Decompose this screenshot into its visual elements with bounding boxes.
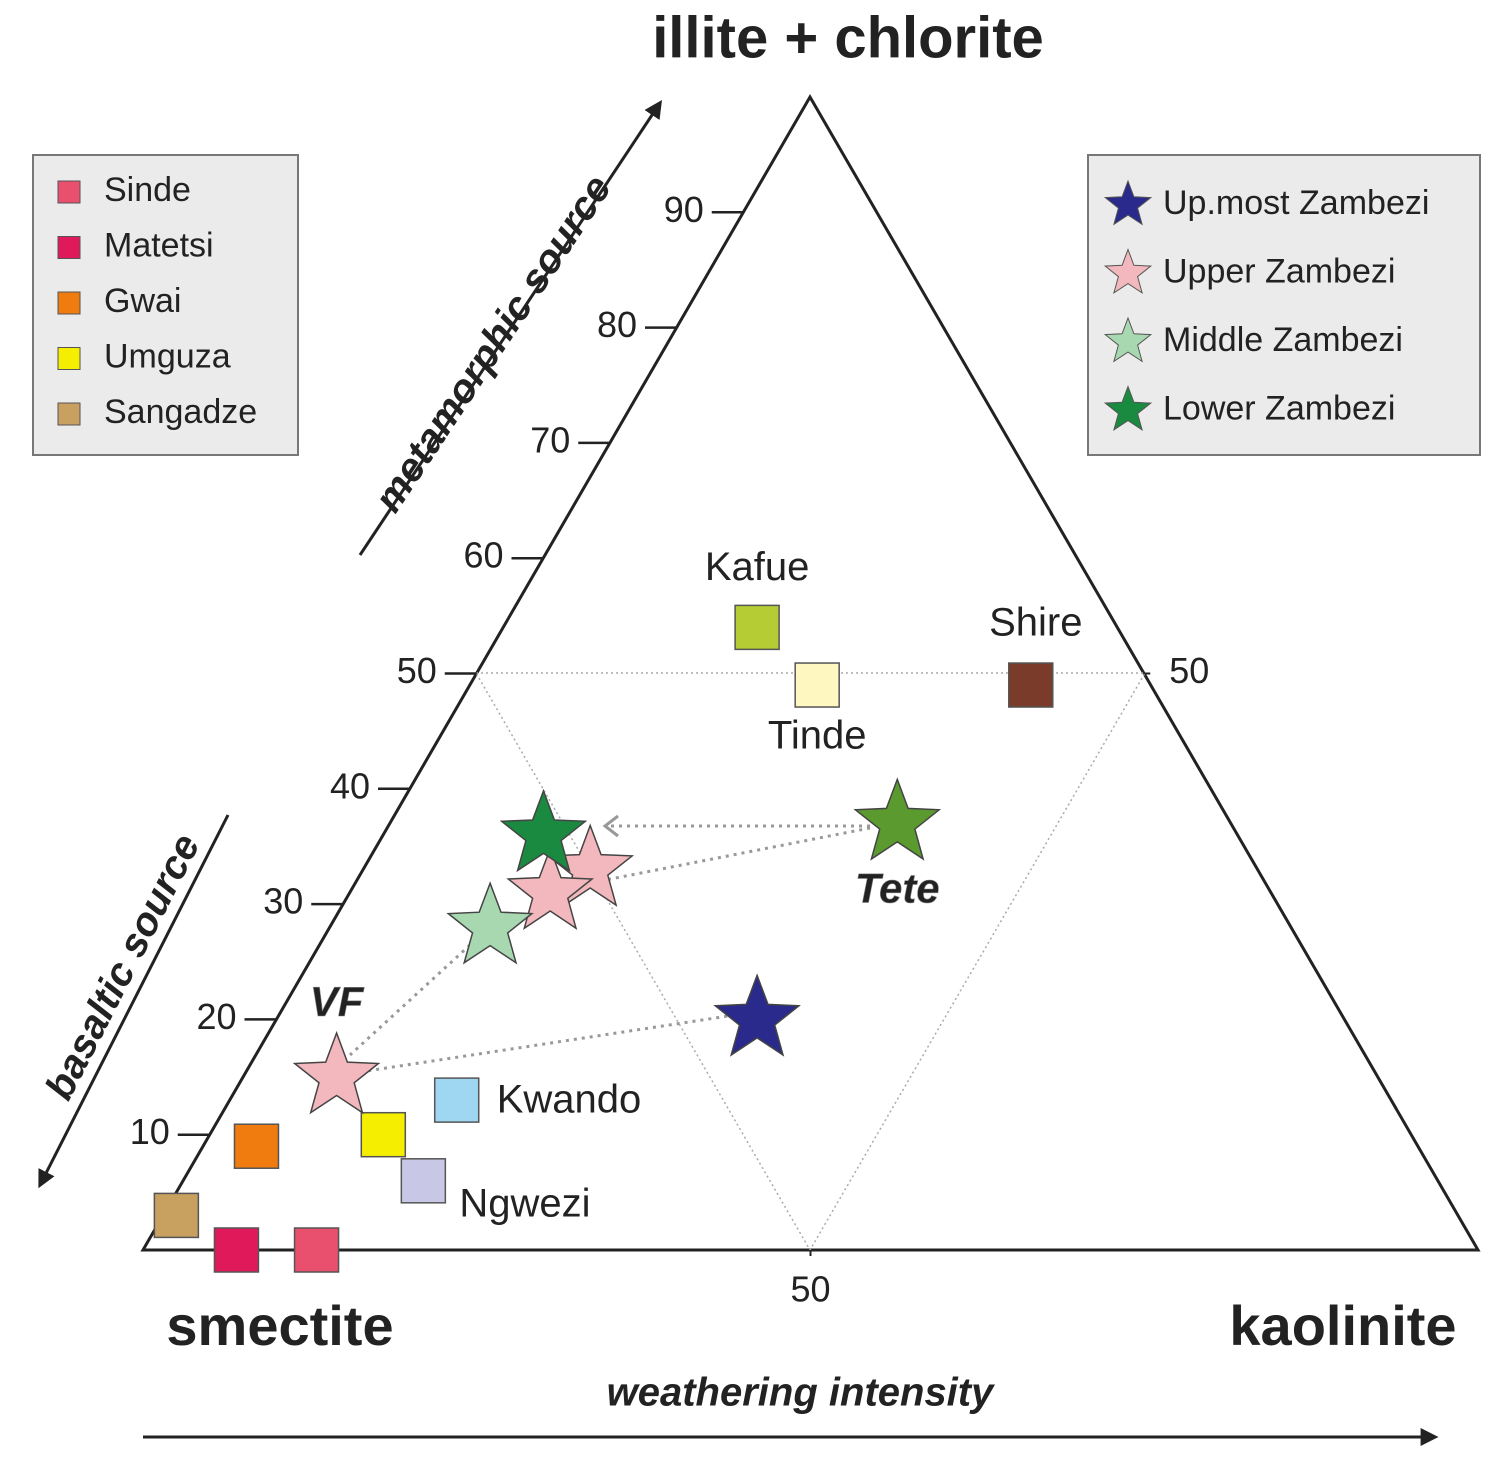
axis-label: basaltic source: [37, 827, 208, 1106]
arrow-down: [38, 814, 230, 1189]
data-point: [233, 1123, 280, 1169]
trend-lines: [348, 814, 871, 1074]
trend-arrowhead: [602, 814, 619, 838]
axis-label: weathering intensity: [607, 1371, 995, 1415]
legend-label: Gwai: [104, 282, 181, 320]
legend-swatch: [57, 180, 81, 204]
legend-label: Sinde: [104, 171, 191, 209]
point-label: Tinde: [768, 714, 867, 758]
data-point: [292, 1030, 381, 1115]
legend-swatch: [57, 236, 81, 259]
corner-label: smectite: [166, 1294, 393, 1357]
tick-label: 50: [790, 1269, 830, 1310]
point-label: Shire: [989, 601, 1082, 645]
title: illite + chlorite: [652, 5, 1044, 70]
legend-label: Up.most Zambezi: [1163, 184, 1429, 222]
tick-label: 90: [664, 189, 704, 230]
data-point: [293, 1227, 340, 1273]
tick-label: 10: [130, 1111, 170, 1152]
point-label: Kafue: [705, 545, 810, 589]
legend-box: [1087, 154, 1481, 456]
legend-swatch: [57, 291, 81, 315]
legend-label: Middle Zambezi: [1163, 321, 1403, 359]
data-point: [713, 973, 801, 1057]
tick-label: 80: [597, 304, 637, 345]
data-point: [794, 662, 840, 708]
legend-swatch: [57, 347, 81, 370]
trend-line: [579, 826, 871, 887]
data-point: [1008, 662, 1054, 708]
data-point: [446, 881, 534, 965]
corner-label: kaolinite: [1229, 1294, 1456, 1357]
legend-label: Lower Zambezi: [1163, 389, 1395, 427]
legend-swatch: [1103, 316, 1153, 363]
data-point: [400, 1158, 447, 1204]
trend-line: [348, 943, 472, 1057]
data-point: [734, 604, 780, 651]
tick-label: 30: [263, 881, 303, 922]
legend-label: Matetsi: [104, 226, 214, 264]
tick-label: 40: [330, 765, 370, 806]
tick-label: 50: [1169, 650, 1209, 691]
tick-label: 20: [196, 996, 236, 1037]
data-point: [433, 1077, 480, 1123]
data-point: [360, 1111, 407, 1158]
tick-label: 60: [463, 535, 503, 576]
data-point: [853, 777, 942, 861]
legend-swatch: [1103, 385, 1153, 432]
legend-swatch: [1103, 248, 1153, 295]
legend-swatch: [1103, 179, 1153, 226]
data-point: [153, 1192, 200, 1239]
legend-label: Upper Zambezi: [1163, 252, 1395, 290]
axis-label: metamorphic source: [366, 167, 620, 519]
tick-label: 50: [397, 650, 437, 691]
legend-label: Umguza: [104, 337, 231, 375]
data-point: [499, 788, 588, 873]
inner-triangle: [475, 672, 1147, 1252]
point-label: Tete: [855, 864, 940, 911]
data-point: [213, 1227, 260, 1273]
trend-line: [359, 1013, 736, 1074]
legend-label: Sangadze: [104, 393, 257, 431]
point-label: VF: [310, 978, 365, 1025]
point-label: Ngwezi: [459, 1181, 590, 1225]
arrow-up: [358, 100, 662, 556]
legend-swatch: [57, 402, 81, 426]
data-point: [506, 846, 595, 930]
tick-label: 70: [530, 419, 570, 460]
point-label: Kwando: [497, 1078, 642, 1122]
